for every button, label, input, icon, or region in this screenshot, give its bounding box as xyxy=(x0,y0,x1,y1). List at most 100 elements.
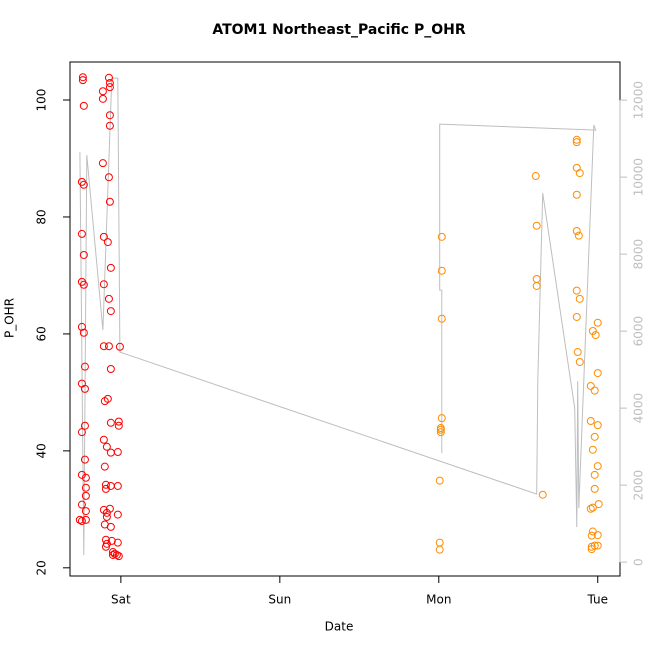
point xyxy=(80,455,89,464)
point xyxy=(99,342,108,351)
point xyxy=(435,476,444,485)
point xyxy=(587,531,596,540)
point xyxy=(77,517,86,526)
point xyxy=(593,318,602,327)
point xyxy=(100,462,109,471)
point xyxy=(532,221,541,230)
point xyxy=(590,470,599,479)
point xyxy=(80,384,89,393)
point xyxy=(575,169,584,178)
y-tick-label: 60 xyxy=(35,326,49,341)
y2-tick-label: 0 xyxy=(632,558,646,566)
point xyxy=(81,507,90,516)
point xyxy=(435,538,444,547)
point xyxy=(587,542,596,551)
point xyxy=(106,307,115,316)
point xyxy=(108,550,117,559)
point xyxy=(102,442,111,451)
y2-tick-label: 2000 xyxy=(632,470,646,501)
point xyxy=(75,515,84,524)
point xyxy=(105,79,114,88)
point xyxy=(114,417,123,426)
point xyxy=(572,226,581,235)
point xyxy=(532,274,541,283)
point xyxy=(101,484,110,493)
point xyxy=(98,159,107,168)
point xyxy=(114,552,123,561)
y2-tick-label: 8000 xyxy=(632,239,646,270)
point xyxy=(437,266,446,275)
point xyxy=(588,326,597,335)
point xyxy=(106,364,115,373)
point xyxy=(105,121,114,130)
y-axis-label: P_OHR xyxy=(3,298,17,338)
point xyxy=(112,550,121,559)
x-tick-label: Sat xyxy=(111,593,131,607)
point xyxy=(103,238,112,247)
point xyxy=(436,428,445,437)
point xyxy=(113,538,122,547)
point xyxy=(104,342,113,351)
point xyxy=(106,263,115,272)
point xyxy=(78,73,87,82)
plot-box xyxy=(69,61,621,577)
point xyxy=(80,421,89,430)
point xyxy=(98,94,107,103)
point xyxy=(593,421,602,430)
point xyxy=(77,229,86,238)
point xyxy=(98,87,107,96)
point xyxy=(81,491,90,500)
point xyxy=(104,173,113,182)
point xyxy=(79,180,88,189)
point xyxy=(105,111,114,120)
point xyxy=(106,448,115,457)
point xyxy=(574,231,583,240)
point xyxy=(99,280,108,289)
point xyxy=(575,357,584,366)
y2-tick-label: 4000 xyxy=(632,393,646,424)
point xyxy=(437,414,446,423)
point xyxy=(113,481,122,490)
point xyxy=(79,280,88,289)
point xyxy=(588,503,597,512)
x-tick-label: Sun xyxy=(268,593,291,607)
point xyxy=(101,480,110,489)
point xyxy=(77,428,86,437)
point xyxy=(590,386,599,395)
point xyxy=(80,362,89,371)
chart-title: ATOM1 Northeast_Pacific P_OHR xyxy=(212,22,465,38)
y-tick-label: 100 xyxy=(35,89,49,112)
y-tick-label: 20 xyxy=(35,560,49,575)
point xyxy=(78,76,87,85)
point xyxy=(593,462,602,471)
point xyxy=(107,536,116,545)
y2-tick-label: 10000 xyxy=(632,158,646,196)
line xyxy=(79,77,597,556)
point xyxy=(587,545,596,554)
point xyxy=(77,470,86,479)
point xyxy=(79,250,88,259)
point xyxy=(106,418,115,427)
point xyxy=(114,421,123,430)
point xyxy=(81,473,90,482)
point xyxy=(437,232,446,241)
point xyxy=(106,522,115,531)
point xyxy=(436,425,445,434)
point xyxy=(104,73,113,82)
point xyxy=(572,135,581,144)
point xyxy=(99,232,108,241)
x-tick-label: Mon xyxy=(426,593,451,607)
point xyxy=(586,504,595,513)
y-tick-label: 80 xyxy=(35,209,49,224)
point xyxy=(105,504,114,513)
point xyxy=(81,483,90,492)
point xyxy=(531,172,540,181)
point xyxy=(593,541,602,550)
point xyxy=(572,312,581,321)
point xyxy=(101,542,110,551)
point xyxy=(572,163,581,172)
point xyxy=(593,531,602,540)
point xyxy=(77,322,86,331)
point xyxy=(79,101,88,110)
